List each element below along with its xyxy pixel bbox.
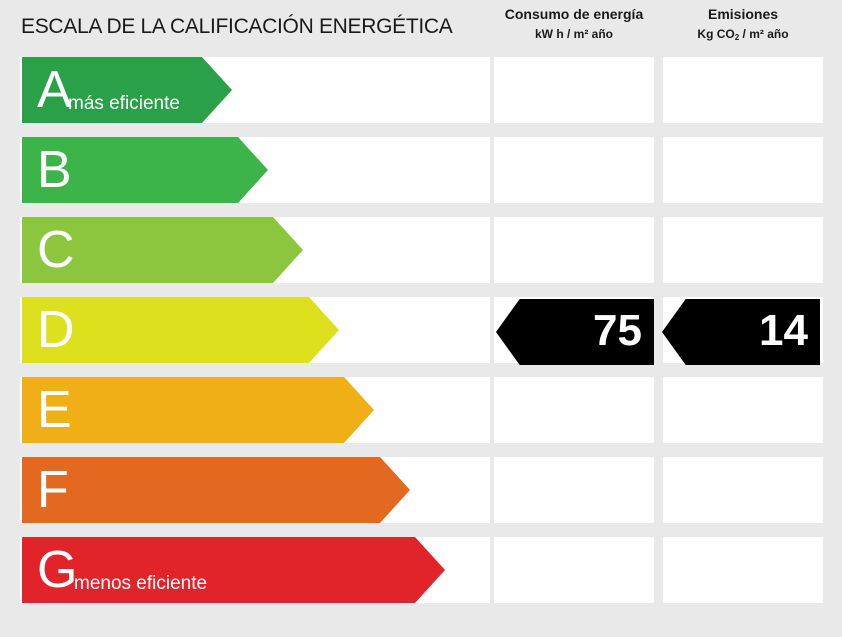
rating-row-c: C — [0, 217, 842, 283]
rating-row-d: D 75 14 — [0, 297, 842, 365]
rating-row-b: B — [0, 137, 842, 203]
rating-note: más eficiente — [68, 93, 180, 114]
emissions-column-unit: Kg CO2 / m² año — [662, 24, 824, 48]
rating-arrow-b: B — [22, 137, 268, 203]
rating-letter: F — [37, 461, 69, 519]
energy-cell — [494, 57, 654, 123]
emissions-cell — [663, 537, 823, 603]
rating-letter: G — [37, 541, 78, 599]
emissions-cell — [663, 377, 823, 443]
energy-column-title: Consumo de energía — [504, 6, 644, 22]
emissions-unit-prefix: Kg CO — [697, 27, 735, 41]
emissions-cell — [663, 137, 823, 203]
energy-column-unit: kW h / m² año — [535, 27, 613, 41]
emissions-column-header: Emisiones Kg CO2 / m² año — [662, 4, 824, 48]
rating-letter: D — [37, 301, 75, 359]
energy-value-marker: 75 — [496, 299, 654, 365]
rating-letter: E — [37, 381, 72, 439]
emissions-cell — [663, 57, 823, 123]
rating-row-f: F — [0, 457, 842, 523]
rating-arrow-d: D — [22, 297, 339, 363]
rating-letter: A — [37, 61, 72, 119]
emissions-cell — [663, 457, 823, 523]
rating-arrow-e: E — [22, 377, 374, 443]
emissions-column-title: Emisiones — [707, 6, 779, 22]
rating-arrow-c: C — [22, 217, 303, 283]
energy-cell — [494, 137, 654, 203]
energy-cell — [494, 377, 654, 443]
energy-cell — [494, 457, 654, 523]
emissions-value-marker: 14 — [662, 299, 820, 365]
energy-value: 75 — [593, 306, 642, 355]
rating-row-e: E — [0, 377, 842, 443]
emissions-unit-sub: 2 — [734, 33, 740, 42]
emissions-value: 14 — [759, 306, 808, 355]
header-title: ESCALA DE LA CALIFICACIÓN ENERGÉTICA — [21, 15, 453, 38]
emissions-cell — [663, 217, 823, 283]
rating-arrow-f: F — [22, 457, 410, 523]
rating-note: menos eficiente — [74, 573, 208, 594]
rating-letter: C — [37, 221, 75, 279]
energy-cell — [494, 537, 654, 603]
rating-letter: B — [37, 141, 72, 199]
emissions-unit-suffix: / m² año — [739, 27, 789, 41]
energy-column-header: Consumo de energía kW h / m² año — [493, 4, 655, 44]
energy-cell — [494, 217, 654, 283]
